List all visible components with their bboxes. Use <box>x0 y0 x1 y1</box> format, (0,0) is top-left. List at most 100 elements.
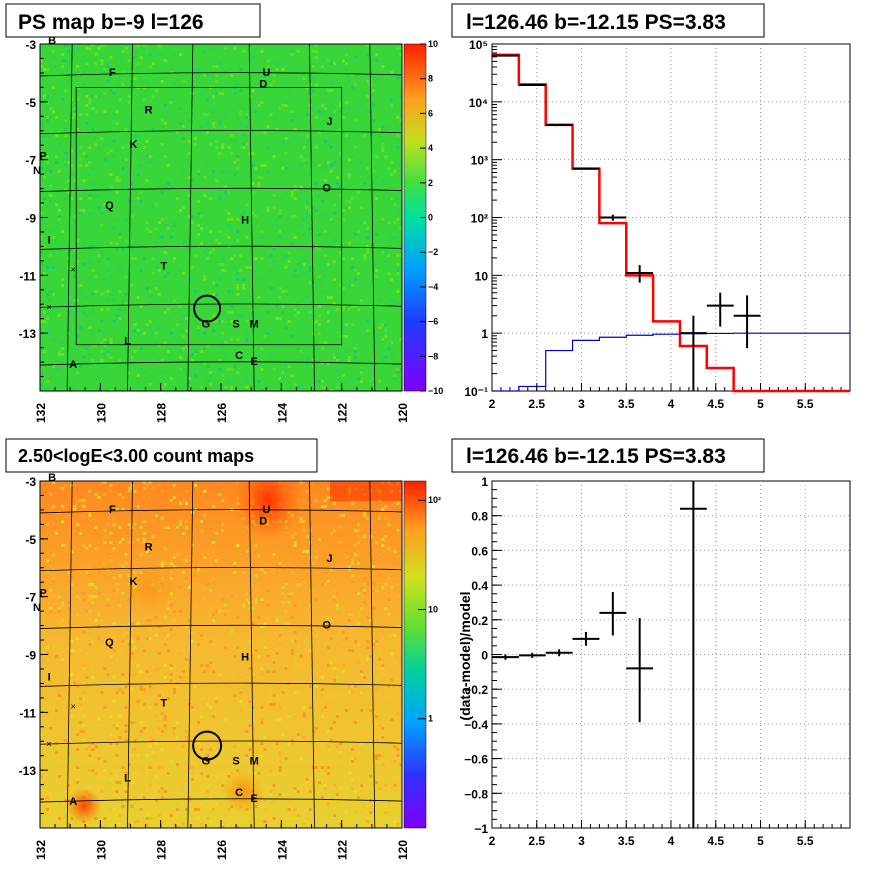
map-pixel <box>263 571 267 574</box>
map-pixel <box>67 607 71 610</box>
map-pixel <box>302 499 306 502</box>
map-pixel <box>345 44 348 47</box>
map-pixel <box>308 706 312 709</box>
map-pixel <box>329 532 333 535</box>
map-pixel <box>112 92 116 95</box>
map-pixel <box>115 149 119 152</box>
map-pixel <box>272 155 276 158</box>
map-pixel <box>275 637 279 640</box>
map-pixel <box>67 823 71 826</box>
map-pixel <box>46 796 49 799</box>
map-pixel <box>314 766 318 769</box>
map-pixel <box>82 296 86 299</box>
map-pixel <box>284 137 288 140</box>
map-pixel <box>46 724 49 727</box>
map-pixel <box>239 269 243 272</box>
map-pixel <box>290 571 294 574</box>
map-pixel <box>88 745 92 748</box>
map-pixel <box>118 179 122 182</box>
source-label-H: H <box>241 651 249 663</box>
map-pixel <box>115 691 119 694</box>
map-pixel <box>115 658 119 661</box>
map-pixel <box>103 529 107 532</box>
map-pixel <box>206 98 210 101</box>
map-pixel <box>139 56 143 59</box>
map-pixel <box>148 745 152 748</box>
map-pixel <box>61 727 65 730</box>
map-pixel <box>263 625 267 628</box>
map-pixel <box>58 610 62 613</box>
map-pixel <box>76 212 80 215</box>
map-pixel <box>73 248 77 251</box>
y-tick-label: -9 <box>25 649 36 663</box>
map-pixel <box>329 62 333 65</box>
map-pixel <box>133 257 137 260</box>
map-pixel <box>49 266 53 269</box>
map-pixel <box>103 760 107 763</box>
map-pixel <box>299 655 303 658</box>
map-pixel <box>227 146 231 149</box>
map-pixel <box>254 769 258 772</box>
map-pixel <box>82 631 86 634</box>
map-pixel <box>293 215 297 218</box>
map-pixel <box>221 170 225 173</box>
map-pixel <box>97 544 101 547</box>
map-pixel <box>127 125 131 128</box>
map-pixel <box>399 119 402 122</box>
map-pixel <box>100 308 104 311</box>
map-pixel <box>245 754 249 757</box>
map-pixel <box>118 389 122 391</box>
map-pixel <box>320 59 324 62</box>
map-pixel <box>233 365 237 368</box>
map-pixel <box>97 329 101 332</box>
map-pixel <box>88 574 92 577</box>
longitude-line <box>66 44 73 391</box>
map-pixel <box>227 562 231 565</box>
map-pixel <box>332 793 336 796</box>
map-pixel <box>281 290 285 293</box>
map-pixel <box>206 790 210 793</box>
map-pixel <box>390 652 394 655</box>
map-pixel <box>215 284 219 287</box>
map-pixel <box>348 685 351 688</box>
map-pixel <box>191 706 194 709</box>
map-pixel <box>369 790 373 793</box>
source-label-J: J <box>327 553 333 565</box>
map-pixel <box>236 616 240 619</box>
map-pixel <box>100 350 104 353</box>
map-pixel <box>242 604 246 607</box>
map-pixel <box>154 715 158 718</box>
x-tick-label: 4 <box>668 397 675 411</box>
map-pixel <box>384 517 388 520</box>
map-pixel <box>378 380 382 383</box>
map-pixel <box>82 736 86 739</box>
map-pixel <box>73 314 77 317</box>
map-pixel <box>354 544 358 547</box>
map-pixel <box>46 386 49 389</box>
map-pixel <box>121 508 125 511</box>
map-pixel <box>372 119 376 122</box>
map-pixel <box>160 787 164 790</box>
map-pixel <box>103 344 107 347</box>
source-label-Q: Q <box>105 200 114 212</box>
map-pixel <box>203 194 207 197</box>
map-pixel <box>290 592 294 595</box>
map-pixel <box>91 640 95 643</box>
map-pixel <box>103 667 107 670</box>
map-pixel <box>366 167 370 170</box>
map-pixel <box>329 146 333 149</box>
source-label-M: M <box>250 755 259 767</box>
map-pixel <box>154 341 158 344</box>
x-tick-label: 5 <box>757 397 764 411</box>
map-pixel <box>326 616 330 619</box>
map-pixel <box>227 380 231 383</box>
map-pixel <box>339 251 342 254</box>
map-pixel <box>91 104 95 107</box>
map-pixel <box>124 293 128 296</box>
map-pixel <box>281 592 285 595</box>
map-pixel <box>88 173 92 176</box>
map-pixel <box>251 619 255 622</box>
map-pixel <box>212 293 216 296</box>
latitude-line <box>40 798 402 803</box>
